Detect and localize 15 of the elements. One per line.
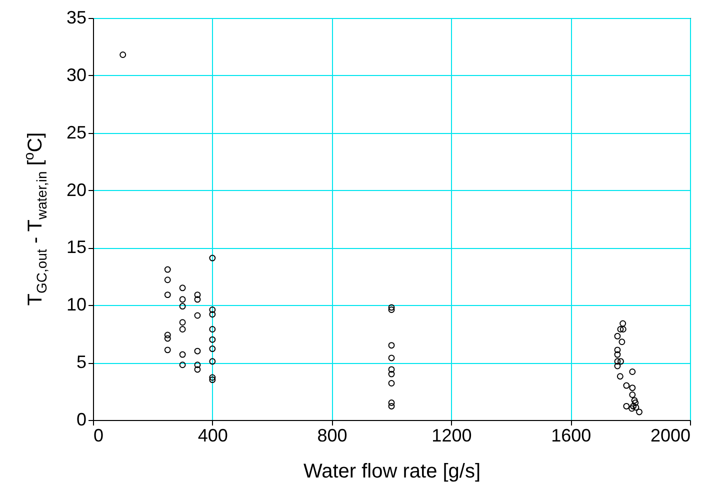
- x-tick-label: 0: [94, 426, 104, 446]
- x-tick-label: 1600: [551, 426, 592, 446]
- y-tick-label: 20: [66, 180, 86, 200]
- y-tick-label: 10: [66, 294, 86, 315]
- y-tick-label: 15: [66, 237, 86, 258]
- y-tick-label: 30: [66, 64, 86, 85]
- x-tick-label: 800: [317, 426, 348, 446]
- x-tick-label: 1200: [432, 426, 472, 446]
- y-tick-label: 25: [66, 122, 86, 142]
- y-tick-label: 35: [66, 8, 86, 28]
- y-tick-label: 0: [76, 410, 86, 430]
- x-tick-label: 2000: [650, 426, 690, 446]
- y-tick-label: 5: [76, 352, 86, 372]
- x-tick-label: 400: [198, 426, 228, 446]
- x-axis-title: Water flow rate [g/s]: [303, 460, 481, 482]
